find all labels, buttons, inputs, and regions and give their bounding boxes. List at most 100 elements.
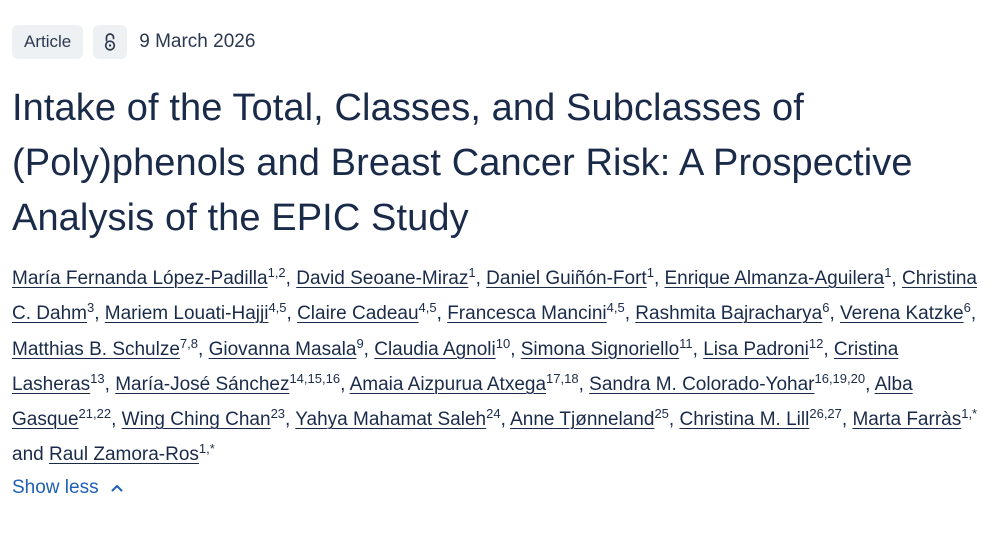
author-name-link[interactable]: Daniel Guiñón-Fort <box>486 268 647 289</box>
author-name-link[interactable]: Lisa Padroni <box>703 338 809 360</box>
author-affiliation: 6 <box>963 300 971 316</box>
author-item: Verena Katzke6 <box>840 300 971 325</box>
author-item: Raul Zamora-Ros1,* <box>48 441 215 466</box>
open-access-badge <box>93 25 128 59</box>
author-affiliation: 21,22 <box>78 406 112 422</box>
author-affiliation: 13 <box>90 370 105 386</box>
author-item: Daniel Guiñón-Fort1 <box>486 265 654 289</box>
author-separator: , <box>500 409 511 431</box>
author-name-link[interactable]: Wing Ching Chan <box>121 409 271 431</box>
author-name-link[interactable]: Anne Tjønneland <box>510 409 655 431</box>
author-affiliation: 1 <box>468 265 476 280</box>
author-separator: , <box>578 373 590 395</box>
author-item: Yahya Mahamat Saleh24 <box>295 406 501 431</box>
author-separator: , <box>340 373 350 395</box>
author-separator: , <box>198 338 209 360</box>
author-separator: , <box>823 338 834 360</box>
author-affiliation: 23 <box>270 406 286 422</box>
author-separator: , <box>363 338 375 360</box>
author-name-link[interactable]: Giovanna Masala <box>208 338 357 360</box>
author-name-link[interactable]: David Seoane-Miraz <box>296 268 469 289</box>
author-name-link[interactable]: Christina C. Dahm <box>12 268 977 325</box>
author-separator: , <box>865 373 875 395</box>
author-affiliation: 17,18 <box>546 370 579 386</box>
author-item: Cristina Lasheras13 <box>12 339 898 395</box>
author-item: Francesca Mancini4,5 <box>447 300 625 325</box>
author-separator: , <box>111 409 122 431</box>
author-affiliation: 10 <box>495 335 511 351</box>
author-affiliation: 4,5 <box>418 300 437 316</box>
author-separator: , <box>829 303 840 325</box>
author-affiliation: 1,* <box>961 406 978 422</box>
author-name-link[interactable]: Rashmita Bajracharya <box>635 303 823 325</box>
author-affiliation: 24 <box>486 406 501 422</box>
show-less-button[interactable]: Show less <box>12 477 123 499</box>
author-affiliation: 4,5 <box>606 300 625 316</box>
author-separator: , <box>104 373 116 395</box>
author-name-link[interactable]: Claudia Agnoli <box>374 338 496 360</box>
author-name-link[interactable]: Marta Farràs <box>852 409 962 431</box>
author-name-link[interactable]: Yahya Mahamat Saleh <box>295 409 487 431</box>
author-name-link[interactable]: Raul Zamora-Ros <box>48 444 199 466</box>
author-name-link[interactable]: Amaia Aizpurua Atxega <box>349 373 547 395</box>
author-name-link[interactable]: Christina M. Lill <box>679 409 810 431</box>
author-item: Wing Ching Chan23 <box>121 406 286 431</box>
author-separator: , <box>286 303 298 325</box>
author-affiliation: 1 <box>646 265 654 280</box>
author-name-link[interactable]: Matthias B. Schulze <box>12 338 180 360</box>
author-affiliation: 1,* <box>198 441 215 457</box>
author-name-link[interactable]: Mariem Louati-Hajji <box>104 303 269 325</box>
author-list: María Fernanda López-Padilla1,2, David S… <box>12 261 991 473</box>
author-name-link[interactable]: María-José Sánchez <box>115 373 290 395</box>
author-item: María-José Sánchez14,15,16 <box>115 370 341 395</box>
author-separator: , <box>94 303 105 325</box>
author-item: Lisa Padroni12 <box>703 335 824 360</box>
article-header: Article 9 March 2026 Intake of the Total… <box>12 0 991 499</box>
publication-date: 9 March 2026 <box>139 31 256 52</box>
author-affiliation: 16,19,20 <box>814 370 866 386</box>
author-item: Alba Gasque21,22 <box>12 374 913 430</box>
author-separator: , <box>475 268 487 289</box>
show-less-label: Show less <box>12 476 99 498</box>
author-affiliation: 3 <box>86 300 95 316</box>
author-item: Claudia Agnoli10 <box>374 335 511 360</box>
article-type-badge: Article <box>12 25 84 59</box>
author-item: Amaia Aizpurua Atxega17,18 <box>349 370 579 395</box>
author-name-link[interactable]: Simona Signoriello <box>520 338 680 360</box>
author-item: María Fernanda López-Padilla1,2 <box>12 265 286 289</box>
author-affiliation: 12 <box>808 335 824 351</box>
author-separator: , <box>653 268 665 289</box>
author-separator: , <box>510 338 521 360</box>
author-affiliation: 11 <box>679 335 693 351</box>
author-name-link[interactable]: Francesca Mancini <box>447 303 607 325</box>
article-meta-row: Article 9 March 2026 <box>12 0 991 59</box>
author-name-link[interactable]: Sandra M. Colorado-Yohar <box>589 373 815 395</box>
author-item: Claire Cadeau4,5 <box>297 300 437 325</box>
author-name-link[interactable]: Cristina Lasheras <box>12 338 899 395</box>
author-name-link[interactable]: Enrique Almanza-Aguilera <box>664 268 885 289</box>
author-affiliation: 1,2 <box>267 265 286 280</box>
author-item: Sandra M. Colorado-Yohar16,19,20 <box>589 370 866 395</box>
article-title: Intake of the Total, Classes, and Subcla… <box>12 87 913 239</box>
author-item: Enrique Almanza-Aguilera1 <box>664 265 892 289</box>
author-separator: , <box>285 268 297 289</box>
author-item: Mariem Louati-Hajji4,5 <box>104 300 287 325</box>
author-affiliation: 4,5 <box>268 300 287 316</box>
author-affiliation: 9 <box>356 335 364 351</box>
author-affiliation: 6 <box>822 300 830 316</box>
author-item: Matthias B. Schulze7,8 <box>12 335 198 360</box>
author-item: David Seoane-Miraz1 <box>296 265 476 289</box>
author-name-link[interactable]: Alba Gasque <box>12 373 913 431</box>
author-separator: , <box>692 338 704 360</box>
author-affiliation: 7,8 <box>179 335 198 351</box>
author-affiliation: 25 <box>654 406 669 422</box>
author-affiliation: 26,27 <box>809 406 842 422</box>
author-affiliation: 14,15,16 <box>289 370 341 386</box>
author-separator: , <box>436 303 448 325</box>
author-name-link[interactable]: María Fernanda López-Padilla <box>12 268 268 289</box>
author-separator: , <box>624 303 636 325</box>
author-name-link[interactable]: Claire Cadeau <box>297 303 419 325</box>
author-name-link[interactable]: Verena Katzke <box>840 303 964 325</box>
author-item: Giovanna Masala9 <box>208 335 364 360</box>
author-affiliation: 1 <box>884 265 892 280</box>
